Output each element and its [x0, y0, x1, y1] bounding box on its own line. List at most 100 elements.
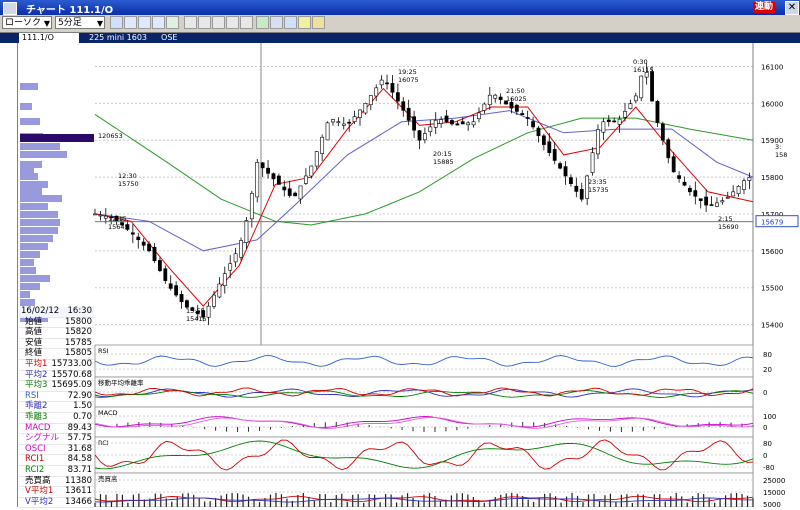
volume-ma2-line [94, 497, 753, 503]
info-row: RSI 72.90 [19, 390, 94, 403]
candle-body [688, 187, 692, 193]
volume-profile-bar [20, 161, 42, 168]
rci1-line [94, 439, 754, 471]
candle-body [569, 177, 573, 185]
chart-area[interactable]: 16100 16000 15900 15800 15700 15600 15500 15400… [17, 43, 800, 509]
candle-body [136, 236, 141, 241]
fibonacci-icon[interactable] [226, 16, 239, 29]
info-value: 15733.00 [51, 358, 92, 369]
volume-profile-bar [20, 283, 40, 290]
candle-body [450, 120, 454, 125]
trendline-icon[interactable] [184, 16, 197, 29]
candle-body [504, 100, 508, 105]
image-icon[interactable] [166, 16, 179, 29]
info-label: シグナル [25, 433, 60, 444]
info-label: 高値 [25, 327, 43, 338]
price-axis-label: 15500 [761, 285, 783, 293]
info-date: 16/02/12 [21, 306, 60, 316]
candle-body [93, 213, 97, 216]
candle-body [385, 82, 389, 85]
volume-profile-bar [20, 167, 34, 174]
settings-icon[interactable] [312, 16, 325, 29]
candle-body [157, 260, 162, 272]
candle-body [677, 175, 681, 179]
tab-instrument[interactable]: 111.1/O [19, 33, 79, 43]
candle-body [201, 310, 206, 318]
candle-body [174, 285, 179, 296]
zoom-icon[interactable] [298, 16, 311, 29]
candle-body [195, 310, 200, 315]
info-label: RSI [25, 390, 39, 401]
annotation-time: 12:30 [118, 172, 137, 180]
price-axis-label: 15400 [761, 322, 783, 330]
candle-body [666, 139, 671, 159]
info-row: OSCI 31.68 [19, 444, 94, 456]
volume-profile-bar [20, 173, 38, 180]
candle-body [314, 151, 319, 167]
candle-body [282, 186, 287, 191]
info-value: 57.75 [67, 433, 92, 444]
candle-body [623, 111, 627, 118]
candle-body [255, 162, 260, 198]
candle-body [709, 204, 714, 206]
candle-body [601, 121, 606, 133]
panel-label: RSI [98, 347, 109, 355]
info-row: V平均1 13611 [19, 486, 94, 498]
bar-chart-icon[interactable] [124, 16, 137, 29]
tab-bar [0, 33, 800, 43]
candle-body [541, 135, 546, 145]
panel-axis-label: 80 [763, 440, 772, 448]
volume-profile-bar [20, 315, 48, 322]
rci2-line [94, 440, 754, 470]
candle-body [671, 156, 676, 173]
candle-body [401, 101, 406, 111]
rsi-line [94, 355, 754, 367]
candle-body [747, 177, 752, 181]
text-tool-icon[interactable] [270, 16, 283, 29]
info-value: 0.70 [73, 411, 92, 422]
eraser-icon[interactable] [284, 16, 297, 29]
volume-profile-bar [20, 251, 40, 258]
table-icon[interactable] [152, 16, 165, 29]
link-status-badge[interactable]: 連動 [753, 2, 776, 13]
info-value: 72.90 [67, 390, 92, 401]
info-label: MACD [25, 422, 51, 433]
candle-body [433, 119, 438, 128]
candle-body [185, 300, 189, 308]
candle-body [493, 94, 498, 99]
candle-chart-icon[interactable] [110, 16, 123, 29]
info-datetime: 16/02/12 16:30 [19, 306, 94, 318]
channel-icon[interactable] [240, 16, 253, 29]
info-label: 始値 [25, 316, 43, 327]
candle-body [352, 116, 357, 122]
crosshair-icon[interactable] [198, 16, 211, 29]
candle-body [731, 191, 736, 197]
ma-long-line [94, 113, 754, 226]
candle-body [520, 113, 525, 116]
annotation-price: 16025 [506, 95, 527, 103]
info-label: V平均2 [25, 496, 54, 507]
candle-body [395, 92, 400, 102]
candle-body [531, 121, 535, 128]
info-value: 15805 [64, 348, 92, 359]
interval-select[interactable]: 5分足 ▼ [55, 16, 105, 29]
chart-type-select[interactable]: ローソク ▼ [2, 16, 52, 29]
info-value: 83.71 [67, 464, 92, 475]
window-title: チャート 111.1/O [26, 5, 114, 16]
pencil-icon[interactable] [256, 16, 269, 29]
candle-body [525, 117, 530, 119]
volume-profile-bar [20, 219, 60, 226]
candle-body [639, 75, 644, 99]
close-icon[interactable]: ✕ [785, 1, 799, 15]
price-axis-label: 16100 [761, 63, 783, 71]
chart-type-value: ローソク [5, 18, 42, 28]
candle-body [547, 141, 552, 154]
arrow-icon[interactable] [212, 16, 225, 29]
chart-canvas[interactable]: 1610016000159001580015700156001550015400… [18, 43, 800, 509]
volume-profile-bar [20, 259, 34, 266]
annotation-price: 15885 [433, 158, 454, 166]
info-row: 高値 15820 [19, 328, 94, 339]
candle-body [228, 263, 233, 271]
panel-axis-label: 80 [763, 351, 772, 359]
grid-icon[interactable] [138, 16, 151, 29]
